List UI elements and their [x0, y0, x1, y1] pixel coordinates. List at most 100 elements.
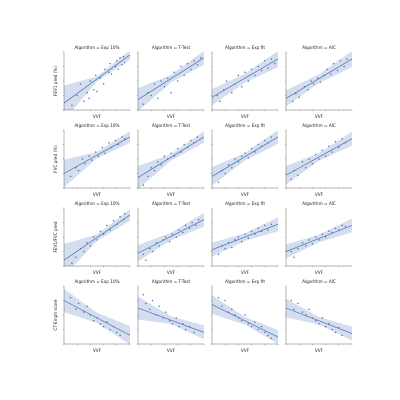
panel-title: Algorithm = T-Test: [152, 123, 191, 128]
facet-panel-r0-c3: Algorithm = AIC VVF: [284, 45, 353, 119]
data-point: [341, 137, 343, 140]
facet-panel-r2-c1: Algorithm = T-Test VVF: [136, 201, 205, 275]
data-point: [149, 308, 151, 310]
data-point: [166, 77, 169, 79]
data-point: [260, 325, 263, 328]
data-point: [334, 331, 337, 334]
facet-panel-r0-c2: Algorithm = Exp fit VVF: [210, 45, 279, 119]
data-point: [336, 69, 339, 72]
panel-title: Algorithm = Exp fit: [225, 201, 265, 206]
data-point: [110, 73, 113, 75]
data-point: [151, 250, 154, 253]
data-point: [303, 86, 306, 88]
data-point: [83, 250, 85, 253]
data-point: [112, 220, 115, 222]
data-point: [343, 65, 345, 68]
data-point: [104, 68, 106, 71]
confidence-band: [212, 52, 278, 106]
regression-line: [286, 225, 352, 252]
data-point: [234, 83, 236, 85]
data-point: [264, 139, 266, 142]
data-point: [173, 155, 176, 157]
data-point: [109, 328, 111, 331]
facet-panel-r1-c3: Algorithm = AIC VVF: [284, 123, 353, 197]
data-point: [173, 71, 176, 74]
data-point: [97, 155, 100, 157]
confidence-band: [212, 130, 278, 186]
data-point: [99, 322, 102, 325]
data-point: [116, 223, 118, 225]
data-point: [273, 62, 276, 65]
data-point: [193, 59, 195, 62]
data-point: [305, 314, 307, 316]
data-point: [184, 328, 187, 331]
data-point: [88, 97, 90, 100]
data-point: [301, 161, 304, 163]
data-point: [305, 166, 307, 169]
data-point: [338, 229, 340, 231]
x-axis-label: VVF: [167, 270, 176, 275]
data-point: [260, 230, 263, 232]
data-point: [331, 231, 333, 234]
data-point: [240, 155, 243, 157]
data-point: [216, 94, 219, 97]
data-point: [319, 81, 322, 83]
data-point: [297, 302, 299, 305]
panel-title: Algorithm = AIC: [302, 45, 336, 50]
data-point: [190, 139, 192, 142]
data-point: [76, 94, 78, 97]
facet-panel-r3-c3: Algorithm = AIC VVF: [284, 279, 353, 353]
panel-title: Algorithm = AIC: [302, 201, 336, 206]
data-point: [260, 69, 263, 72]
data-point: [153, 169, 156, 172]
data-point: [112, 325, 115, 328]
data-point: [158, 305, 160, 308]
data-point: [254, 233, 256, 235]
data-point: [307, 88, 309, 91]
data-point: [227, 164, 230, 166]
data-point: [81, 158, 84, 160]
data-point: [247, 80, 250, 82]
data-point: [338, 327, 340, 329]
data-point: [180, 151, 182, 153]
data-point: [157, 161, 159, 163]
data-point: [178, 325, 180, 328]
data-point: [301, 242, 304, 244]
x-axis-label: VVF: [315, 270, 324, 275]
data-point: [69, 296, 72, 299]
regression-line: [138, 57, 204, 100]
data-point: [71, 262, 73, 264]
data-point: [170, 152, 172, 154]
data-point: [334, 140, 337, 143]
data-point: [92, 88, 95, 91]
data-point: [312, 83, 315, 85]
data-point: [158, 244, 160, 247]
data-point: [314, 153, 317, 156]
data-point: [75, 256, 77, 259]
data-point: [345, 58, 348, 60]
y-axis-label: FVC pred (%): [53, 145, 58, 173]
facet-panel-r1-c1: Algorithm = T-Test VVF: [136, 123, 205, 197]
data-point: [166, 158, 169, 160]
data-point: [234, 158, 236, 160]
data-point: [92, 320, 95, 322]
data-point: [316, 77, 319, 79]
data-point: [145, 302, 147, 305]
data-point: [297, 247, 299, 250]
data-point: [109, 62, 111, 65]
data-point: [224, 247, 226, 250]
data-point: [240, 86, 243, 88]
data-point: [89, 314, 92, 316]
data-point: [231, 166, 233, 169]
regression-line: [138, 307, 204, 333]
data-point: [150, 94, 152, 97]
facet-panel-r1-c0: Algorithm = Exp 10% VVF FVC pred (%): [53, 123, 131, 197]
data-point: [318, 239, 320, 241]
data-point: [227, 311, 230, 313]
data-point: [293, 308, 295, 310]
data-point: [142, 184, 145, 186]
data-point: [250, 68, 253, 71]
panel-title: Algorithm = Exp 10%: [74, 279, 119, 284]
confidence-band: [138, 296, 204, 340]
facet-panel-r1-c2: Algorithm = Exp fit VVF: [210, 123, 279, 197]
